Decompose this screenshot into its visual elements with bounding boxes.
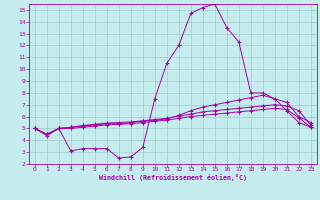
X-axis label: Windchill (Refroidissement éolien,°C): Windchill (Refroidissement éolien,°C)	[99, 174, 247, 181]
